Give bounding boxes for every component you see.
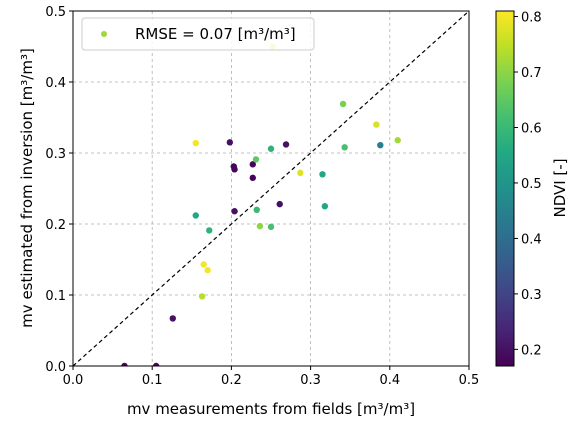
x-tick-label: 0.0 [63,373,84,388]
y-tick-label: 0.5 [45,5,66,20]
data-point [341,144,348,151]
y-axis-ticks: 0.0 0.1 0.2 0.3 0.4 0.5 [45,5,73,375]
data-point [198,293,206,300]
colorbar: 0.2 0.3 0.4 0.5 0.6 0.7 0.8 NDVI [-] [495,10,569,367]
legend: RMSE = 0.07 [m³/m³] [81,17,315,51]
one-to-one-line [72,10,470,367]
data-point [297,169,304,177]
data-point [377,141,384,149]
data-point [204,266,211,274]
x-axis-ticks: 0.0 0.1 0.2 0.3 0.4 0.5 [63,366,480,388]
data-point [169,315,176,322]
y-tick-label: 0.4 [45,76,66,91]
colorbar-tick-label: 0.8 [521,11,542,26]
data-point [249,174,256,182]
y-axis-label: mv estimated from inversion [m³/m³] [18,48,36,328]
colorbar-tick-label: 0.3 [521,288,542,303]
data-point [226,139,234,146]
legend-marker [101,31,107,37]
data-point [200,261,207,268]
x-tick-label: 0.2 [221,373,242,388]
colorbar-tick-label: 0.2 [521,343,542,358]
y-tick-label: 0.1 [45,289,66,304]
x-tick-label: 0.3 [300,373,321,388]
data-point [192,139,199,147]
data-point [282,141,290,148]
y-tick-label: 0.2 [45,218,66,233]
data-point [267,145,275,152]
grid-lines [73,11,469,366]
data-point [276,200,283,208]
x-tick-label: 0.5 [459,373,480,388]
data-point [267,223,275,231]
colorbar-ticks: 0.2 0.3 0.4 0.5 0.6 0.7 0.8 [514,11,542,358]
data-point [321,203,329,210]
x-tick-label: 0.1 [142,373,163,388]
data-points [121,43,401,366]
legend-label: RMSE = 0.07 [m³/m³] [135,25,296,43]
colorbar-tick-label: 0.7 [521,66,542,81]
colorbar-tick-label: 0.6 [521,121,542,136]
plot-frame [72,10,470,367]
colorbar-label: NDVI [-] [551,158,569,217]
data-point [152,362,160,366]
legend-box [81,17,315,51]
y-tick-label: 0.3 [45,147,66,162]
data-point [249,161,256,168]
data-point [253,206,260,213]
colorbar-tick-label: 0.5 [521,177,542,192]
data-point [339,100,347,108]
data-point [252,156,260,163]
data-point [206,227,213,234]
data-point [256,222,264,230]
colorbar-gradient [495,10,515,367]
x-tick-label: 0.4 [379,373,400,388]
data-point [231,166,238,173]
data-point [192,212,199,219]
data-point [394,137,401,144]
data-point [121,362,128,366]
x-axis-label: mv measurements from fields [m³/m³] [127,400,415,418]
data-point [231,208,238,215]
y-tick-label: 0.0 [45,360,66,375]
data-point [373,121,380,128]
colorbar-tick-label: 0.4 [521,232,542,247]
data-point [319,171,326,178]
